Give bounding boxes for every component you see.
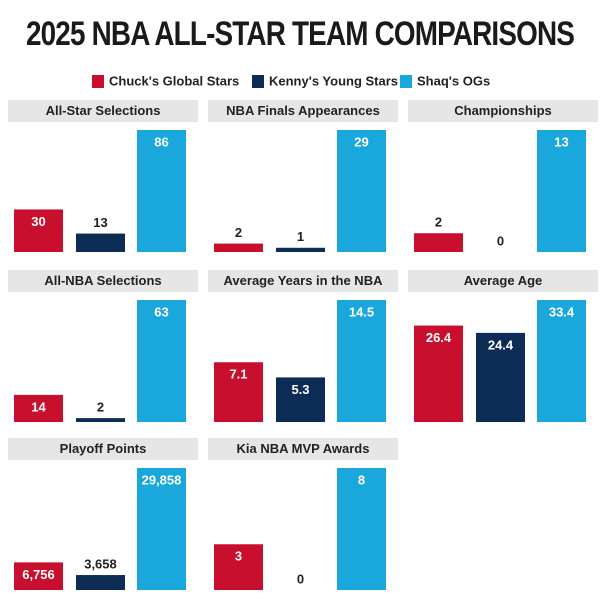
- bar: [214, 243, 263, 252]
- panel-header: [408, 270, 598, 292]
- panel-header: [208, 100, 398, 122]
- value-label: 29,858: [142, 472, 182, 487]
- legend-label: Chuck's Global Stars: [109, 73, 239, 88]
- legend-label: Shaq's OGs: [417, 73, 490, 88]
- value-label: 24.4: [488, 337, 514, 352]
- legend-swatch: [92, 75, 104, 88]
- value-label: 29: [354, 134, 368, 149]
- legend-swatch: [252, 75, 264, 88]
- bar: [276, 247, 325, 252]
- panel-title: Average Years in the NBA: [224, 273, 384, 288]
- bar: [214, 544, 263, 590]
- value-label: 26.4: [426, 330, 452, 345]
- panel-title: NBA Finals Appearances: [226, 103, 380, 118]
- value-label: 5.3: [291, 382, 309, 397]
- legend-swatch: [400, 75, 412, 88]
- bar: [76, 418, 125, 422]
- value-label: 63: [154, 304, 168, 319]
- panel-header: [8, 270, 198, 292]
- panel-header: [208, 270, 398, 292]
- bar: [137, 130, 186, 252]
- bar: [337, 468, 386, 590]
- panel-header: [408, 100, 598, 122]
- value-label: 3: [235, 549, 242, 564]
- bar: [476, 332, 525, 422]
- value-label: 13: [554, 134, 568, 149]
- value-label: 1: [297, 229, 304, 244]
- panel-title: Kia NBA MVP Awards: [237, 441, 370, 456]
- bar: [14, 562, 63, 590]
- panel-title: Championships: [454, 103, 552, 118]
- value-label: 14.5: [349, 304, 374, 319]
- panel-header: [8, 100, 198, 122]
- panel-header: [208, 438, 398, 460]
- panel-title: Average Age: [464, 273, 543, 288]
- value-label: 33.4: [549, 304, 575, 319]
- value-label: 8: [358, 472, 365, 487]
- value-label: 3,658: [84, 556, 117, 571]
- panel-title: All-NBA Selections: [44, 273, 161, 288]
- bar: [337, 130, 386, 252]
- value-label: 7.1: [229, 367, 247, 382]
- value-label: 86: [154, 134, 168, 149]
- bar: [414, 233, 463, 252]
- bar: [76, 233, 125, 252]
- bar: [14, 394, 63, 422]
- bar: [76, 575, 125, 590]
- value-label: 2: [235, 225, 242, 240]
- bar: [414, 325, 463, 422]
- panel-title: All-Star Selections: [46, 103, 161, 118]
- panel-title: Playoff Points: [60, 441, 147, 456]
- value-label: 0: [497, 233, 504, 248]
- bar: [537, 130, 586, 252]
- bar: [14, 209, 63, 252]
- value-label: 2: [435, 215, 442, 230]
- chart-title: 2025 NBA ALL-STAR TEAM COMPARISONS: [26, 14, 574, 52]
- bar: [337, 300, 386, 422]
- bar: [537, 300, 586, 422]
- value-label: 0: [297, 571, 304, 586]
- value-label: 6,756: [22, 567, 55, 582]
- panel-header: [8, 438, 198, 460]
- value-label: 13: [93, 215, 107, 230]
- bar: [137, 300, 186, 422]
- value-label: 14: [31, 399, 46, 414]
- value-label: 2: [97, 400, 104, 415]
- bar: [214, 362, 263, 422]
- value-label: 30: [31, 214, 45, 229]
- bar: [137, 468, 186, 590]
- bar: [276, 377, 325, 422]
- legend-label: Kenny's Young Stars: [269, 73, 398, 88]
